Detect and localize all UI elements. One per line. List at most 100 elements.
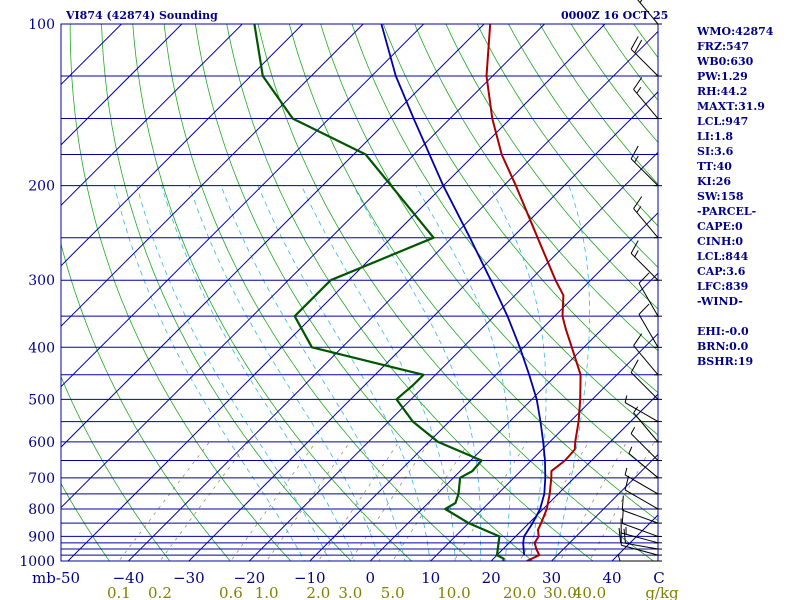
dry-adiabat	[257, 24, 655, 561]
wind-barb-feather	[630, 240, 639, 254]
wind-barb-staff	[633, 208, 659, 239]
wind-barb-feather	[621, 495, 624, 511]
wind-barb-feather	[638, 272, 650, 284]
wind-barb	[620, 518, 662, 544]
temperature-label: 10	[421, 569, 440, 587]
wind-barb	[618, 527, 662, 550]
mixing-ratio-line	[118, 441, 210, 561]
mixing-ratio-line	[519, 441, 590, 561]
index-line: WB0:630	[697, 55, 754, 68]
wind-barb	[624, 475, 662, 510]
index-line: BRN:0.0	[697, 340, 749, 353]
mixing-ratio-label: 0.6	[219, 584, 243, 600]
dry-adiabat	[61, 482, 110, 561]
mixing-ratio-label: 5.0	[381, 584, 405, 600]
mixing-ratio-label: 0.1	[107, 584, 131, 600]
dry-adiabat	[382, 24, 658, 394]
dry-adiabat	[226, 24, 594, 561]
index-line: BSHR:19	[697, 355, 754, 368]
profile-lines	[253, 24, 582, 561]
dry-adiabat	[414, 24, 658, 352]
moist-adiabat	[415, 185, 511, 561]
moist-adiabat	[136, 185, 330, 561]
dry-adiabat	[320, 24, 658, 478]
isotherm	[61, 24, 244, 207]
wind-barb-half-feather	[633, 406, 639, 414]
index-line: SW:158	[697, 190, 744, 203]
plot-border	[60, 23, 659, 562]
moist-adiabat	[489, 185, 547, 561]
moist-adiabat	[301, 185, 456, 561]
wind-barb-staff	[624, 402, 659, 423]
wind-barb	[630, 427, 662, 462]
wind-barb-staff	[622, 522, 659, 537]
isotherm	[61, 24, 546, 509]
mixing-ratio-label: 0.2	[148, 584, 172, 600]
isotherm	[248, 151, 658, 561]
isotherm	[429, 332, 658, 561]
wind-barb-feather	[623, 528, 626, 544]
index-line: TT:40	[697, 160, 732, 173]
mixing-ratio-label: 30.0	[543, 584, 576, 600]
temperature-label: 40	[602, 569, 621, 587]
temperature-label: −10	[294, 569, 326, 587]
wind-barb-feather	[633, 77, 643, 90]
pressure-label: 900	[28, 529, 55, 545]
pressure-label: 600	[28, 435, 55, 451]
isotherm	[369, 272, 658, 561]
wind-barb-half-feather	[624, 467, 628, 476]
wind-barb	[624, 467, 662, 495]
isotherm	[61, 24, 183, 146]
index-line: CAPE:0	[697, 220, 743, 233]
index-line: -PARCEL-	[697, 205, 757, 218]
wind-barb-feather	[633, 196, 643, 209]
dry-adiabat	[101, 24, 352, 561]
dry-adiabat	[445, 24, 658, 310]
pressure-label: 700	[28, 471, 55, 487]
wind-barb-half-feather	[636, 86, 642, 94]
wind-barb-feather	[638, 303, 650, 315]
wind-barb	[630, 240, 662, 281]
temperature-label: −30	[173, 569, 205, 587]
wind-barb-feather	[618, 527, 622, 543]
temperature-label: 0	[365, 569, 375, 587]
wind-barb-half-feather	[636, 206, 642, 213]
wind-barb	[630, 359, 662, 400]
wind-barb-staff	[633, 412, 659, 443]
dry-adiabat	[132, 24, 413, 561]
wind-barb-staff	[630, 158, 659, 187]
temperature-trace	[485, 24, 582, 561]
pressure-label: 500	[28, 392, 55, 408]
wind-barb-feather	[621, 508, 624, 524]
isotherm	[490, 393, 658, 561]
wind-barb-staff	[633, 89, 659, 119]
mixing-ratio-line	[392, 441, 470, 561]
wind-barb-half-feather	[624, 395, 628, 403]
isotherm	[550, 453, 658, 561]
wind-barb	[638, 303, 662, 348]
pressure-label: 800	[28, 502, 55, 518]
wind-barbs	[617, 0, 662, 562]
wind-barb	[628, 446, 662, 479]
isotherm	[61, 24, 425, 388]
wind-barb-staff	[624, 489, 659, 510]
pressure-label: 1000	[19, 554, 55, 570]
mixing-ratio-label: 20.0	[503, 584, 536, 600]
index-line	[697, 309, 773, 324]
isotherm	[61, 24, 364, 327]
wind-barb-staff	[633, 345, 659, 376]
moist-adiabat	[161, 185, 356, 561]
pressure-label: 400	[28, 340, 55, 356]
wind-barb	[633, 77, 662, 120]
dry-adiabat	[61, 375, 171, 561]
wind-barb-staff	[622, 509, 659, 524]
index-line: SI:3.6	[697, 145, 734, 158]
wind-barb-staff	[638, 283, 659, 317]
wind-barb	[633, 196, 662, 239]
mixing-ratio-line	[559, 441, 628, 561]
mixing-ratio-label: 40.0	[573, 584, 606, 600]
dry-adiabat	[163, 24, 473, 561]
temperature-unit-label: C	[653, 569, 664, 587]
wind-barb-staff	[630, 433, 659, 461]
index-line: CINH:0	[697, 235, 744, 248]
